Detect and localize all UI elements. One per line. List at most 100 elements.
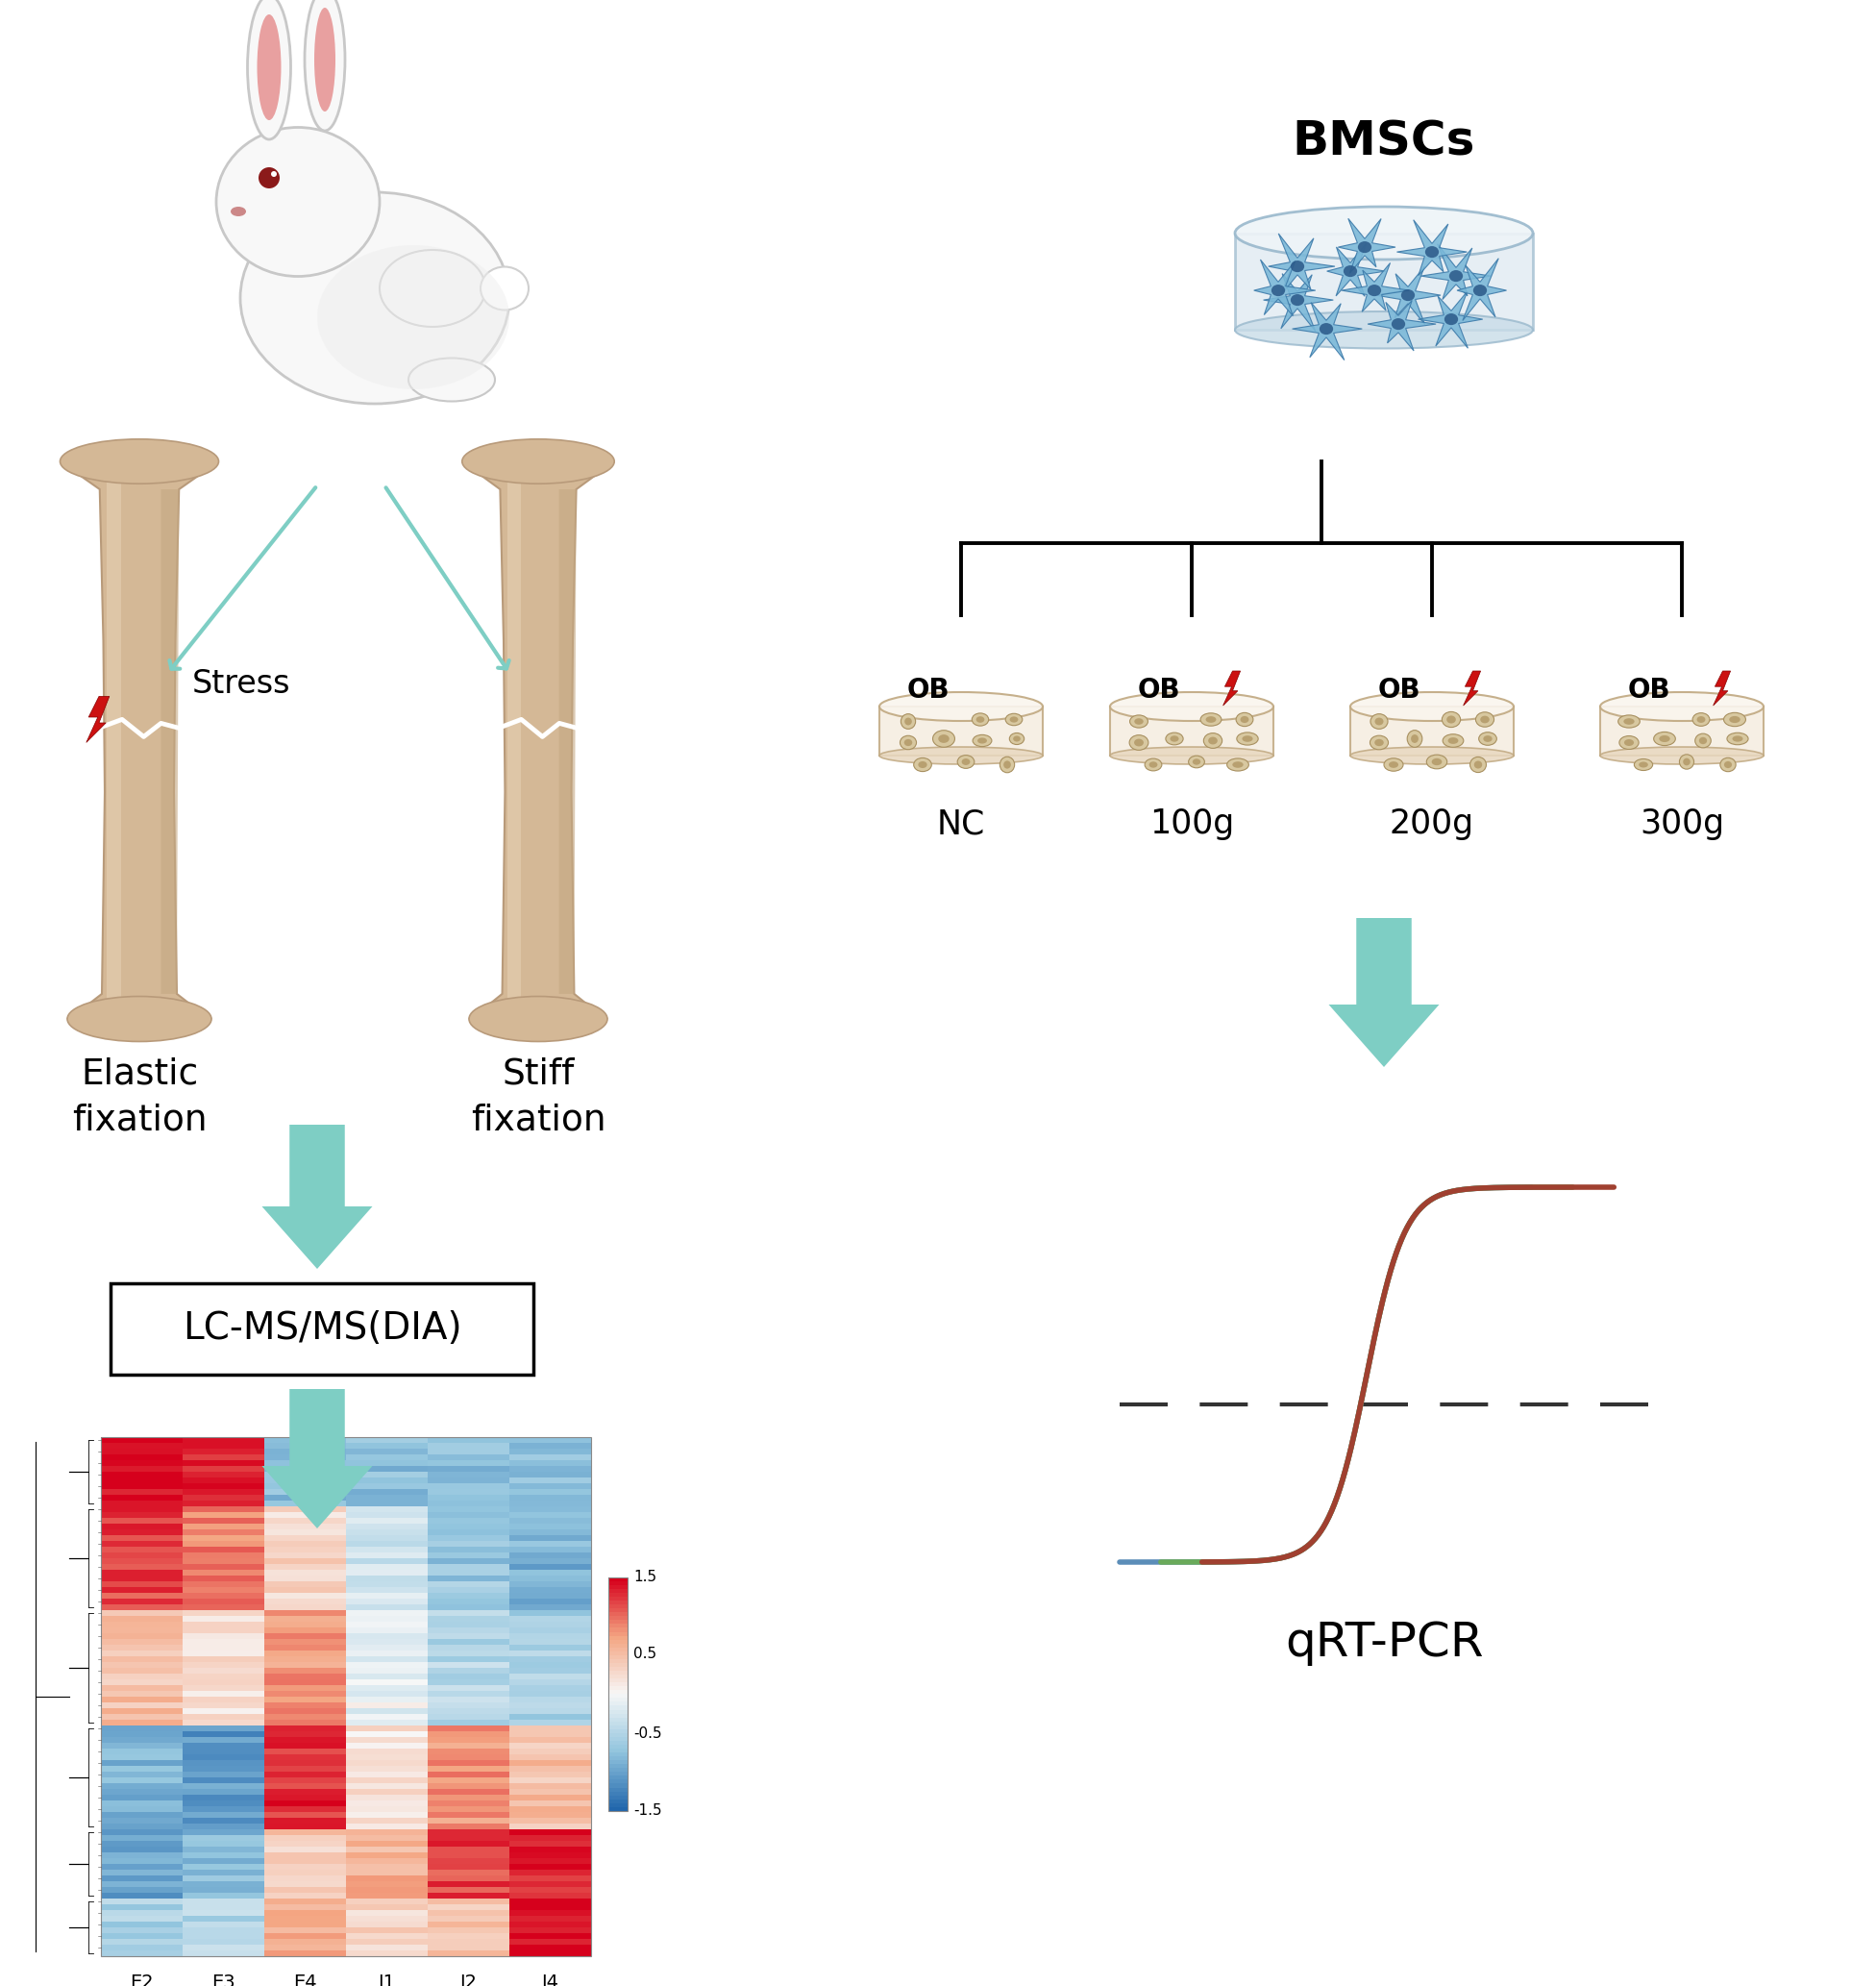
Bar bbox=[265, 1708, 345, 1714]
Bar bbox=[265, 1789, 345, 1795]
Bar bbox=[510, 1547, 591, 1553]
Ellipse shape bbox=[1006, 713, 1022, 725]
Bar bbox=[265, 1501, 345, 1505]
Bar bbox=[182, 1744, 265, 1748]
Bar bbox=[101, 1448, 182, 1454]
Bar bbox=[608, 1686, 628, 1690]
Bar bbox=[182, 1714, 265, 1720]
Bar bbox=[510, 1650, 591, 1656]
Bar bbox=[428, 1772, 510, 1777]
Bar bbox=[510, 1490, 591, 1495]
Text: Stress: Stress bbox=[191, 669, 291, 701]
Ellipse shape bbox=[1724, 761, 1732, 769]
Ellipse shape bbox=[461, 439, 613, 485]
Bar bbox=[345, 1875, 428, 1881]
Text: OB: OB bbox=[906, 677, 949, 703]
Bar bbox=[510, 1611, 591, 1617]
Bar bbox=[265, 1905, 345, 1911]
Bar bbox=[428, 1748, 510, 1754]
Polygon shape bbox=[1293, 302, 1362, 359]
Bar bbox=[428, 1811, 510, 1817]
Ellipse shape bbox=[240, 193, 510, 403]
Bar bbox=[182, 1599, 265, 1605]
Bar bbox=[182, 1495, 265, 1501]
Bar bbox=[182, 1444, 265, 1448]
Ellipse shape bbox=[1683, 759, 1690, 765]
Bar bbox=[182, 1738, 265, 1744]
Bar bbox=[510, 1932, 591, 1938]
Bar bbox=[101, 1795, 182, 1801]
Ellipse shape bbox=[904, 717, 912, 725]
Ellipse shape bbox=[1700, 737, 1707, 745]
Text: I4: I4 bbox=[542, 1974, 559, 1986]
Ellipse shape bbox=[1443, 711, 1461, 727]
Bar bbox=[608, 1726, 628, 1730]
Bar bbox=[428, 1916, 510, 1922]
Bar bbox=[510, 1926, 591, 1932]
Ellipse shape bbox=[904, 739, 912, 747]
Bar bbox=[428, 1478, 510, 1484]
Bar bbox=[182, 1478, 265, 1484]
Bar bbox=[428, 1726, 510, 1732]
Bar bbox=[182, 1644, 265, 1650]
Polygon shape bbox=[1600, 707, 1763, 755]
Bar bbox=[182, 1541, 265, 1547]
Ellipse shape bbox=[270, 171, 278, 177]
Bar bbox=[101, 1523, 182, 1529]
Bar bbox=[101, 1772, 182, 1777]
Ellipse shape bbox=[1004, 761, 1011, 769]
Bar bbox=[101, 1911, 182, 1916]
Ellipse shape bbox=[1484, 735, 1491, 743]
Bar bbox=[101, 1638, 182, 1644]
Bar bbox=[428, 1783, 510, 1789]
Bar bbox=[608, 1791, 628, 1795]
Bar bbox=[101, 1865, 182, 1869]
Bar bbox=[510, 1916, 591, 1922]
Bar bbox=[510, 1644, 591, 1650]
Text: -0.5: -0.5 bbox=[634, 1726, 662, 1742]
Bar bbox=[428, 1644, 510, 1650]
Bar bbox=[510, 1760, 591, 1766]
Polygon shape bbox=[461, 461, 613, 1019]
Ellipse shape bbox=[1426, 755, 1446, 769]
Bar bbox=[345, 1690, 428, 1696]
Bar bbox=[345, 1454, 428, 1460]
Polygon shape bbox=[1326, 242, 1386, 296]
Text: OB: OB bbox=[1377, 677, 1420, 703]
Bar bbox=[101, 1783, 182, 1789]
Bar bbox=[182, 1460, 265, 1466]
Bar bbox=[265, 1656, 345, 1662]
Bar bbox=[345, 1569, 428, 1575]
Bar bbox=[345, 1438, 428, 1444]
Bar bbox=[428, 1738, 510, 1744]
Bar bbox=[428, 1438, 510, 1444]
Bar bbox=[182, 1511, 265, 1517]
Bar bbox=[182, 1732, 265, 1738]
Bar bbox=[265, 1732, 345, 1738]
Bar bbox=[428, 1605, 510, 1611]
Bar bbox=[345, 1881, 428, 1887]
Bar bbox=[345, 1766, 428, 1772]
Bar bbox=[428, 1680, 510, 1684]
Bar bbox=[608, 1658, 628, 1662]
Bar bbox=[510, 1632, 591, 1638]
Ellipse shape bbox=[1111, 747, 1274, 765]
Bar bbox=[182, 1950, 265, 1956]
Bar bbox=[345, 1887, 428, 1893]
Ellipse shape bbox=[880, 691, 1043, 721]
Bar bbox=[510, 1523, 591, 1529]
Ellipse shape bbox=[1600, 747, 1763, 765]
Bar bbox=[265, 1696, 345, 1702]
Bar bbox=[101, 1789, 182, 1795]
Bar bbox=[101, 1656, 182, 1662]
Polygon shape bbox=[559, 489, 576, 993]
Bar bbox=[101, 1438, 182, 1444]
Bar bbox=[608, 1678, 628, 1682]
Bar bbox=[101, 1905, 182, 1911]
Bar bbox=[345, 1611, 428, 1617]
Bar bbox=[101, 1505, 182, 1511]
Bar bbox=[265, 1680, 345, 1684]
Bar bbox=[182, 1922, 265, 1926]
Bar bbox=[510, 1478, 591, 1484]
Bar bbox=[428, 1841, 510, 1847]
